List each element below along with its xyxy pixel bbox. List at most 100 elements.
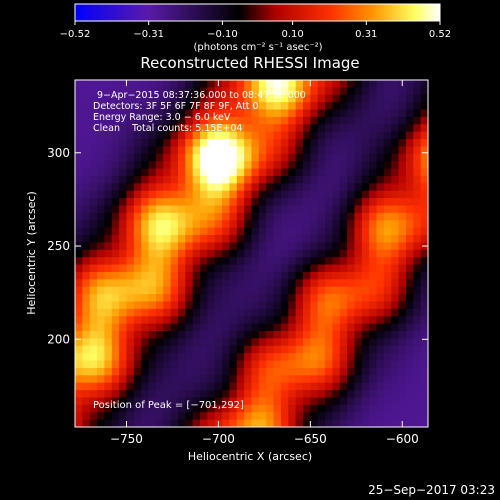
heatmap-cell (207, 153, 216, 162)
heatmap-cell (141, 353, 150, 362)
heatmap-cell (288, 242, 297, 251)
heatmap-cell (317, 397, 326, 406)
heatmap-cell (185, 183, 194, 192)
heatmap-cell (89, 109, 98, 118)
heatmap-cell (369, 308, 378, 317)
heatmap-cell (207, 116, 216, 125)
heatmap-cell (347, 102, 356, 111)
heatmap-cell (413, 345, 422, 354)
heatmap-cell (405, 360, 414, 369)
heatmap-cell (200, 116, 208, 125)
heatmap-cell (295, 161, 304, 170)
heatmap-cell (288, 271, 297, 280)
heatmap-cell (170, 80, 179, 88)
heatmap-cell (177, 279, 186, 288)
heatmap-cell (258, 390, 267, 399)
heatmap-cell (258, 235, 267, 244)
heatmap-cell (302, 116, 311, 125)
heatmap-cell (163, 183, 172, 192)
heatmap-cell (266, 390, 275, 399)
heatmap-cell (97, 205, 106, 214)
heatmap-cell (119, 301, 128, 310)
heatmap-cell (310, 220, 319, 229)
heatmap-cell (251, 390, 260, 399)
heatmap-cell (295, 397, 304, 406)
heatmap-cell (214, 367, 223, 376)
heatmap-cell (258, 109, 267, 118)
heatmap-cell (325, 124, 333, 133)
heatmap-cell (104, 146, 113, 155)
heatmap-cell (155, 301, 164, 310)
heatmap-cell (244, 227, 253, 236)
heatmap-cell (288, 375, 297, 384)
heatmap-cell (163, 271, 172, 280)
heatmap-cell (192, 308, 201, 317)
heatmap-cell (339, 235, 348, 244)
heatmap-cell (251, 139, 260, 148)
colorbar-tick-label: 0.31 (355, 29, 377, 40)
heatmap-cell (214, 360, 223, 369)
heatmap-cell (361, 212, 370, 221)
heatmap-cell (310, 198, 319, 207)
heatmap-cell (177, 375, 186, 384)
heatmap-cell (236, 146, 245, 155)
heatmap-cell (89, 382, 98, 391)
heatmap-cell (82, 367, 91, 376)
heatmap-cell (104, 198, 113, 207)
heatmap-cell (244, 286, 253, 295)
heatmap-cell (258, 286, 267, 295)
heatmap-cell (369, 323, 378, 332)
heatmap-cell (413, 264, 422, 273)
heatmap-cell (266, 153, 275, 162)
heatmap-cell (383, 220, 392, 229)
heatmap-cell (369, 161, 378, 170)
heatmap-cell (369, 338, 378, 347)
heatmap-cell (185, 412, 194, 421)
heatmap-cell (288, 139, 297, 148)
heatmap-cell (155, 257, 164, 266)
heatmap-cell (89, 139, 98, 148)
heatmap-cell (126, 198, 135, 207)
heatmap-cell (82, 353, 91, 362)
heatmap-cell (258, 87, 267, 96)
heatmap-cell (398, 257, 407, 266)
heatmap-cell (288, 353, 297, 362)
heatmap-cell (148, 220, 157, 229)
heatmap-cell (347, 279, 356, 288)
heatmap-cell (258, 80, 267, 88)
heatmap-cell (244, 294, 253, 303)
heatmap-cell (339, 249, 348, 258)
heatmap-cell (177, 367, 186, 376)
heatmap-cell (126, 131, 135, 140)
heatmap-cell (82, 87, 91, 96)
heatmap-cell (295, 412, 304, 421)
heatmap-cell (177, 294, 186, 303)
heatmap-cell (214, 116, 223, 125)
heatmap-cell (192, 294, 201, 303)
heatmap-cell (155, 242, 164, 251)
heatmap-cell (383, 153, 392, 162)
heatmap-cell (229, 375, 238, 384)
heatmap-cell (295, 353, 304, 362)
heatmap-cell (339, 397, 348, 406)
heatmap-cell (288, 264, 297, 273)
heatmap-cell (288, 257, 297, 266)
heatmap-cell (192, 279, 201, 288)
heatmap-cell (104, 360, 113, 369)
heatmap-cell (258, 168, 267, 177)
heatmap-cell (258, 271, 267, 280)
heatmap-cell (258, 367, 267, 376)
heatmap-cell (163, 102, 172, 111)
heatmap-cell (405, 146, 414, 155)
heatmap-cell (251, 220, 260, 229)
heatmap-cell (229, 139, 238, 148)
heatmap-cell (229, 190, 238, 199)
heatmap-cell (354, 390, 363, 399)
heatmap-cell (192, 94, 201, 103)
heatmap-cell (354, 80, 363, 88)
heatmap-cell (383, 168, 392, 177)
heatmap-cell (141, 102, 150, 111)
heatmap-cell (317, 353, 326, 362)
heatmap-cell (361, 146, 370, 155)
heatmap-cell (302, 301, 311, 310)
